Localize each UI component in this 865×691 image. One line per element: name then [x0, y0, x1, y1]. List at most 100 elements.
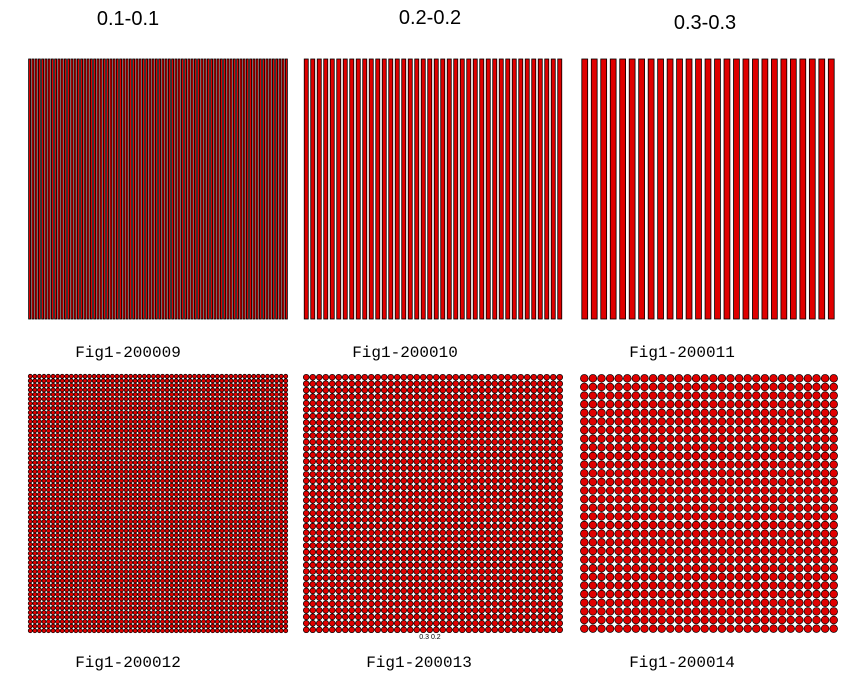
dot — [315, 386, 323, 394]
dot — [78, 591, 83, 597]
dot — [68, 610, 74, 615]
dot — [413, 484, 421, 491]
dot — [246, 582, 252, 588]
dot — [219, 523, 225, 529]
dot — [246, 455, 252, 461]
dot — [192, 396, 197, 402]
dot — [278, 628, 284, 634]
dot — [41, 496, 47, 502]
dot — [123, 478, 129, 484]
dot — [141, 519, 147, 525]
dot — [426, 425, 434, 433]
dot — [55, 455, 61, 461]
dot — [68, 419, 74, 425]
dot — [196, 505, 202, 511]
dot — [274, 514, 279, 520]
dot — [160, 410, 165, 416]
dot — [182, 469, 188, 475]
dot — [224, 551, 229, 556]
dot — [219, 514, 225, 520]
dot — [341, 432, 349, 439]
dot — [146, 496, 152, 502]
dot — [309, 555, 317, 562]
dot — [471, 503, 479, 511]
dot — [224, 514, 229, 520]
dot — [269, 428, 275, 434]
dot — [246, 587, 252, 593]
dot — [224, 446, 229, 452]
dot — [78, 569, 83, 575]
dot — [322, 535, 330, 543]
dot — [169, 523, 175, 529]
dot — [219, 428, 225, 434]
dot — [426, 386, 434, 394]
dot — [471, 425, 479, 433]
dot — [419, 393, 427, 400]
dot — [32, 451, 38, 456]
dot — [380, 425, 388, 433]
dot — [354, 432, 362, 439]
dot — [246, 378, 252, 384]
dot — [484, 386, 492, 394]
dot — [400, 548, 408, 556]
dot — [510, 587, 518, 595]
dot — [73, 546, 79, 552]
dot — [114, 537, 120, 543]
dot — [46, 541, 51, 547]
dot — [452, 594, 460, 601]
dot — [283, 573, 289, 579]
dot — [302, 445, 310, 452]
dot — [510, 548, 518, 556]
dot — [445, 574, 453, 582]
dot — [283, 505, 289, 511]
dot — [64, 578, 70, 584]
dot — [530, 581, 538, 588]
dot — [302, 496, 310, 504]
dot — [335, 399, 343, 407]
dot — [96, 419, 102, 425]
dot — [196, 432, 202, 438]
dot — [137, 373, 143, 379]
dot — [387, 613, 395, 621]
dot — [105, 619, 111, 625]
dot — [68, 496, 74, 502]
dot — [41, 519, 47, 525]
dot — [201, 460, 207, 465]
dot — [219, 492, 225, 497]
dot — [46, 596, 51, 602]
dot — [109, 528, 115, 534]
dot — [105, 628, 111, 634]
dot — [354, 412, 362, 420]
dot — [146, 378, 152, 384]
dot — [471, 613, 479, 621]
dot — [141, 414, 147, 420]
dot — [269, 482, 275, 488]
dot — [315, 451, 323, 459]
dot — [283, 396, 289, 402]
dot — [73, 569, 79, 575]
dot — [109, 514, 115, 520]
dot — [274, 392, 279, 397]
dot — [155, 469, 161, 475]
dot — [205, 451, 211, 456]
dot — [228, 387, 234, 393]
dot — [164, 405, 170, 411]
dot — [432, 393, 440, 400]
dot — [32, 487, 38, 493]
dot — [119, 546, 124, 552]
dot — [59, 455, 65, 461]
dot — [128, 428, 134, 434]
dot — [87, 396, 92, 402]
dot — [374, 496, 382, 504]
dot — [173, 501, 179, 506]
dot — [114, 628, 120, 634]
dot — [219, 423, 225, 429]
dot — [426, 393, 434, 400]
dot — [169, 428, 175, 434]
dot — [100, 423, 106, 429]
dot — [109, 410, 115, 416]
dot — [73, 601, 79, 606]
dot — [68, 519, 74, 525]
dot — [27, 573, 33, 579]
dot — [132, 551, 138, 556]
